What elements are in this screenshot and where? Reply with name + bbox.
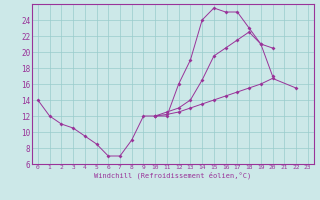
X-axis label: Windchill (Refroidissement éolien,°C): Windchill (Refroidissement éolien,°C) <box>94 172 252 179</box>
